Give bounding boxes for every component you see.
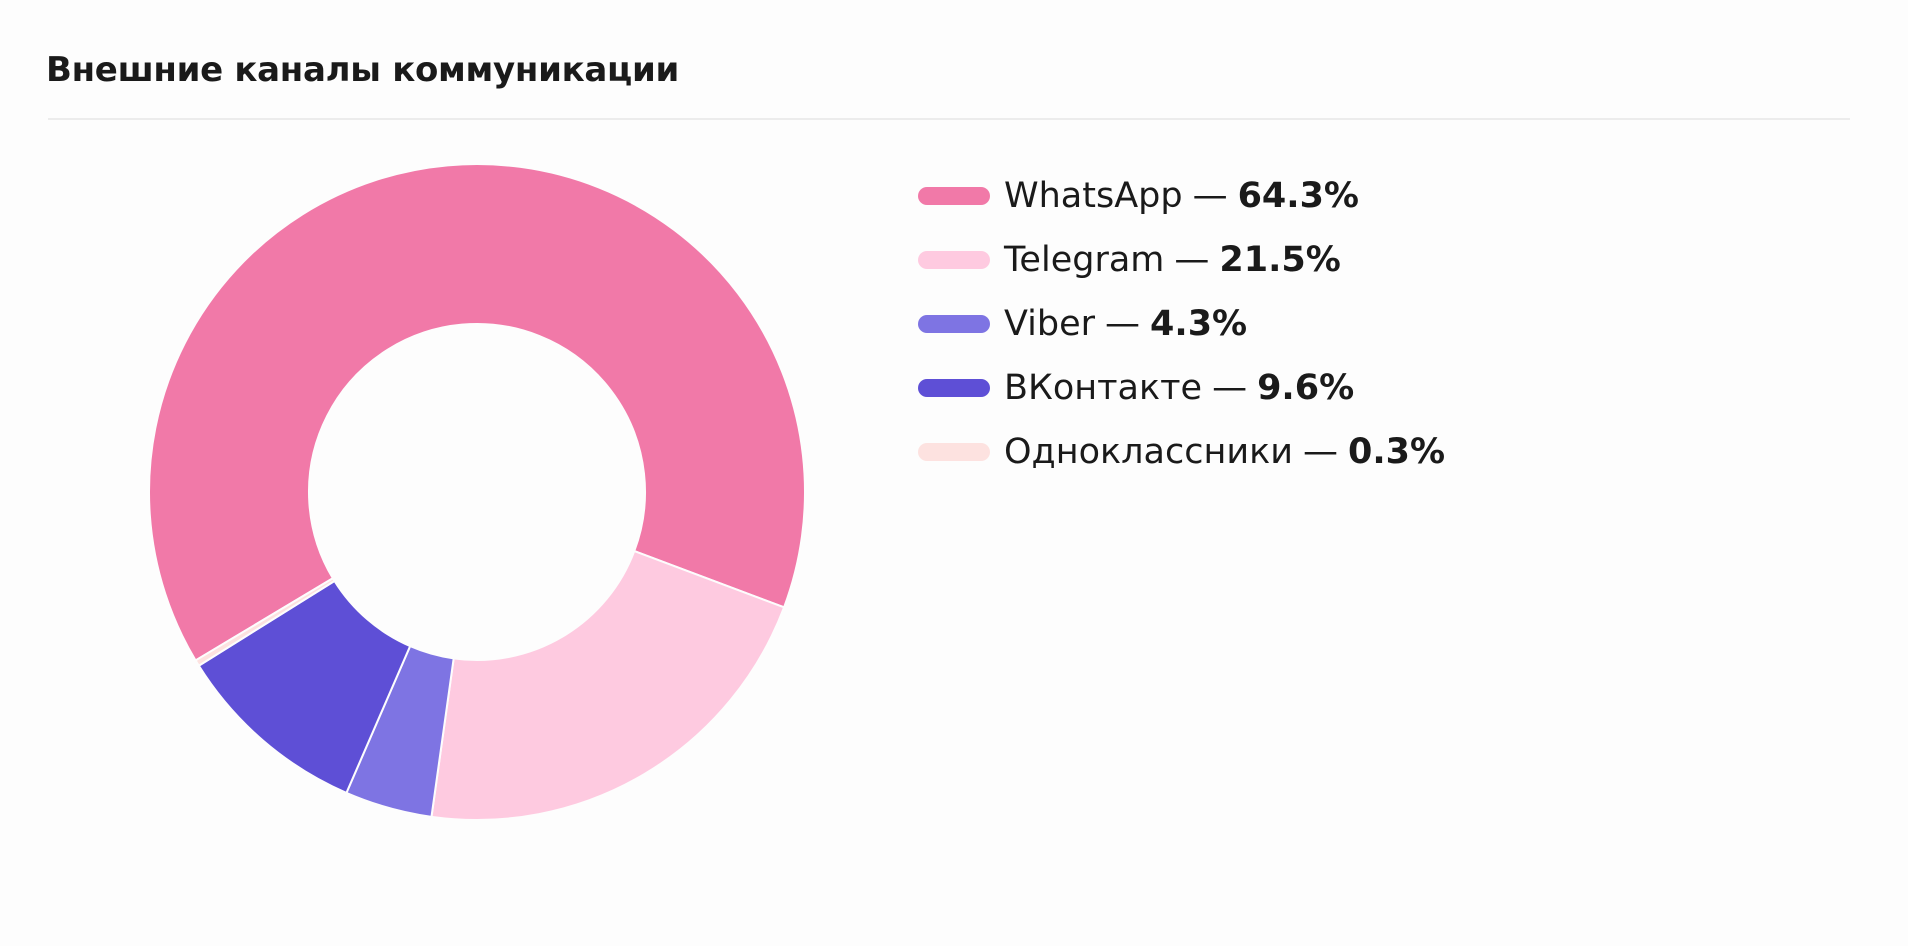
legend-label: ВКонтакте [1004,368,1203,408]
legend-label: Telegram [1004,240,1165,280]
legend-swatch [918,443,990,461]
legend-separator: — [1303,432,1339,472]
legend-separator: — [1174,240,1210,280]
legend-value: 0.3% [1348,432,1446,472]
donut-chart [148,163,806,821]
legend-swatch [918,187,990,205]
legend-label: Одноклассники [1004,432,1294,472]
legend-item: ВКонтакте —9.6% [918,356,1445,420]
donut-slices [148,163,806,821]
legend-item: Viber —4.3% [918,292,1445,356]
legend-label: Viber [1004,304,1096,344]
legend-value: 4.3% [1150,304,1248,344]
chart-title: Внешние каналы коммуникации [46,50,679,90]
donut-slice [148,163,806,662]
legend-swatch [918,379,990,397]
donut-slice [430,549,786,821]
donut-slice [194,576,336,668]
legend-value: 64.3% [1237,176,1360,216]
legend-label: WhatsApp [1004,176,1183,216]
legend-swatch [918,315,990,333]
legend-item: Одноклассники —0.3% [918,420,1445,484]
legend-separator: — [1105,304,1141,344]
title-divider [48,118,1850,120]
legend-separator: — [1212,368,1248,408]
legend-item: WhatsApp —64.3% [918,164,1445,228]
legend-value: 9.6% [1257,368,1355,408]
legend-swatch [918,251,990,269]
chart-legend: WhatsApp —64.3% Telegram —21.5% Viber —4.3% ВК… [918,164,1445,484]
legend-value: 21.5% [1219,240,1341,280]
legend-item: Telegram —21.5% [918,228,1445,292]
legend-separator: — [1192,176,1228,216]
